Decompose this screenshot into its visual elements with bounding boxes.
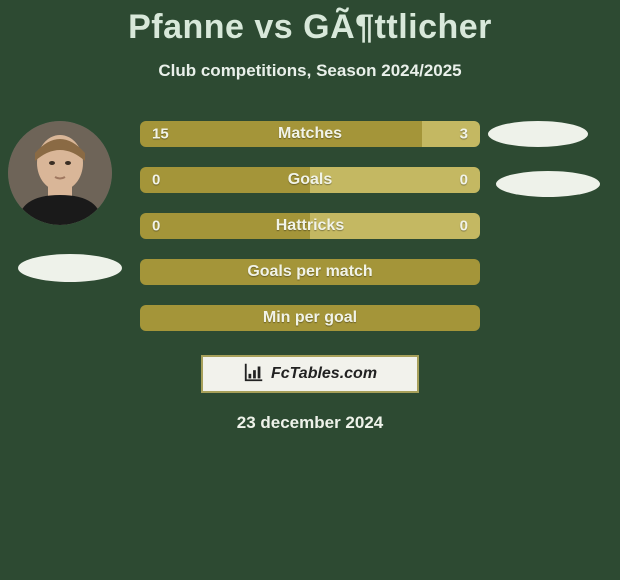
stat-value-right: 0 <box>460 172 468 189</box>
stat-bars: Matches 15 3 Goals 0 0 Hattricks 0 0 Goals per ma… <box>140 121 480 331</box>
player-right-ellipse-1 <box>488 121 588 147</box>
stat-value-left: 0 <box>152 218 160 235</box>
title: Pfanne vs GÃ¶ttlicher <box>0 8 620 47</box>
stat-bar: Min per goal <box>140 305 480 331</box>
date: 23 december 2024 <box>0 413 620 433</box>
stat-fill-right <box>422 121 480 147</box>
content-area: Matches 15 3 Goals 0 0 Hattricks 0 0 Goals per ma… <box>0 121 620 433</box>
stat-value-left: 0 <box>152 172 160 189</box>
stat-bar: Matches 15 3 <box>140 121 480 147</box>
stat-value-left: 15 <box>152 126 169 143</box>
stat-bar: Hattricks 0 0 <box>140 213 480 239</box>
player-left-avatar <box>8 121 112 225</box>
stat-label: Goals <box>288 171 332 189</box>
stat-fill-left <box>140 167 310 193</box>
stat-bar: Goals per match <box>140 259 480 285</box>
stat-fill-right <box>310 167 480 193</box>
stat-label: Goals per match <box>247 263 372 281</box>
infographic-root: Pfanne vs GÃ¶ttlicher Club competitions,… <box>0 0 620 433</box>
chart-icon <box>243 361 265 388</box>
brand-text: FcTables.com <box>271 365 377 383</box>
brand-box: FcTables.com <box>201 355 419 393</box>
player-left-name-ellipse <box>18 254 122 282</box>
stat-bar: Goals 0 0 <box>140 167 480 193</box>
stat-label: Min per goal <box>263 309 357 327</box>
subtitle: Club competitions, Season 2024/2025 <box>0 61 620 81</box>
stat-value-right: 0 <box>460 218 468 235</box>
stat-label: Matches <box>278 125 342 143</box>
stat-label: Hattricks <box>276 217 344 235</box>
player-right-ellipse-2 <box>496 171 600 197</box>
stat-value-right: 3 <box>460 126 468 143</box>
